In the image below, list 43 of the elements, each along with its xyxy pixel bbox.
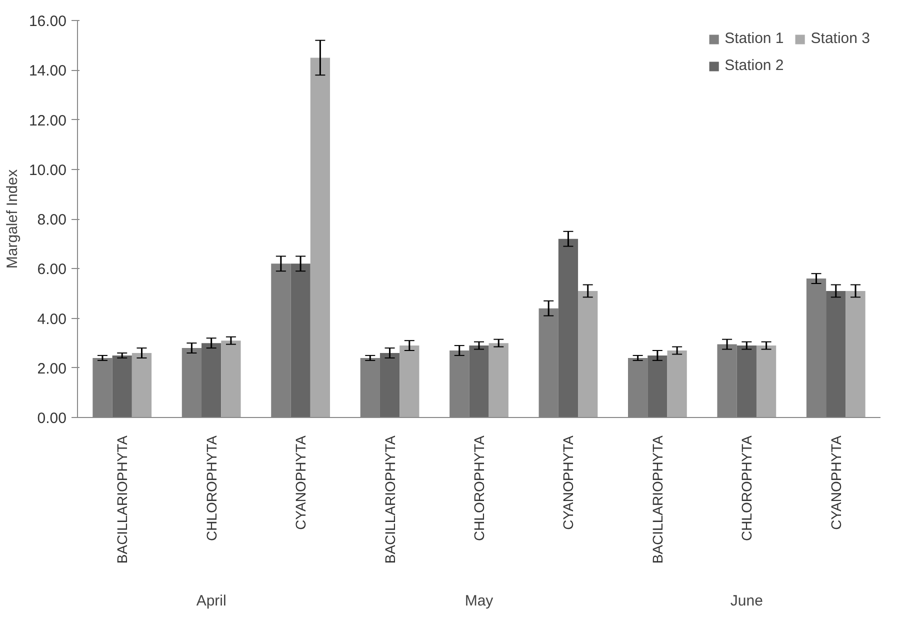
x-tick-label: BACILLARIOPHYTA: [114, 434, 130, 564]
bar: [846, 290, 866, 418]
text: May: [464, 592, 494, 610]
bar: [667, 350, 687, 418]
legend-label: Station 1: [724, 30, 784, 47]
x-tick-label: CHLOROPHYTA: [203, 434, 220, 542]
x-tick-label: BACILLARIOPHYTA: [382, 434, 398, 564]
bar: [310, 58, 330, 418]
y-tick-label: 0.00: [37, 410, 67, 427]
text: April: [196, 592, 226, 610]
x-tick-label: CYANOPHYTA: [292, 434, 309, 530]
bar: [756, 346, 776, 418]
x-tick-label: CHLOROPHYTA: [471, 434, 487, 542]
bar: [826, 290, 846, 418]
bar: [578, 290, 598, 418]
y-tick-label: 2.00: [37, 360, 67, 378]
x-tick-label: BACILLARIOPHYTA: [649, 434, 666, 564]
text: June: [730, 592, 763, 610]
y-tick-label: 10.00: [28, 162, 67, 179]
bar: [112, 355, 132, 418]
y-tick-label: 4.00: [37, 310, 67, 328]
x-tick-label: CYANOPHYTA: [560, 434, 576, 530]
bar: [648, 355, 668, 418]
bar: [380, 352, 400, 418]
bar: [290, 264, 310, 418]
x-tick-label: CHLOROPHYTA: [738, 434, 755, 542]
bar: [221, 340, 241, 418]
y-tick-label: 14.00: [28, 62, 67, 80]
bar: [488, 343, 508, 418]
y-tick-label: 16.00: [28, 13, 67, 30]
bar: [558, 238, 578, 418]
bar: [400, 346, 420, 418]
bar: [202, 343, 222, 418]
legend-label: Station 2: [724, 57, 784, 74]
bar: [469, 346, 489, 418]
y-tick-label: 8.00: [37, 212, 67, 228]
x-tick-label: CYANOPHYTA: [828, 434, 844, 530]
bar: [132, 352, 152, 418]
legend-label: Station 3: [810, 30, 870, 47]
bar: [736, 346, 756, 418]
y-tick-label: 12.00: [28, 112, 67, 130]
y-tick-label: 6.00: [37, 261, 67, 278]
y-axis-title: Margalef Index: [4, 168, 21, 269]
